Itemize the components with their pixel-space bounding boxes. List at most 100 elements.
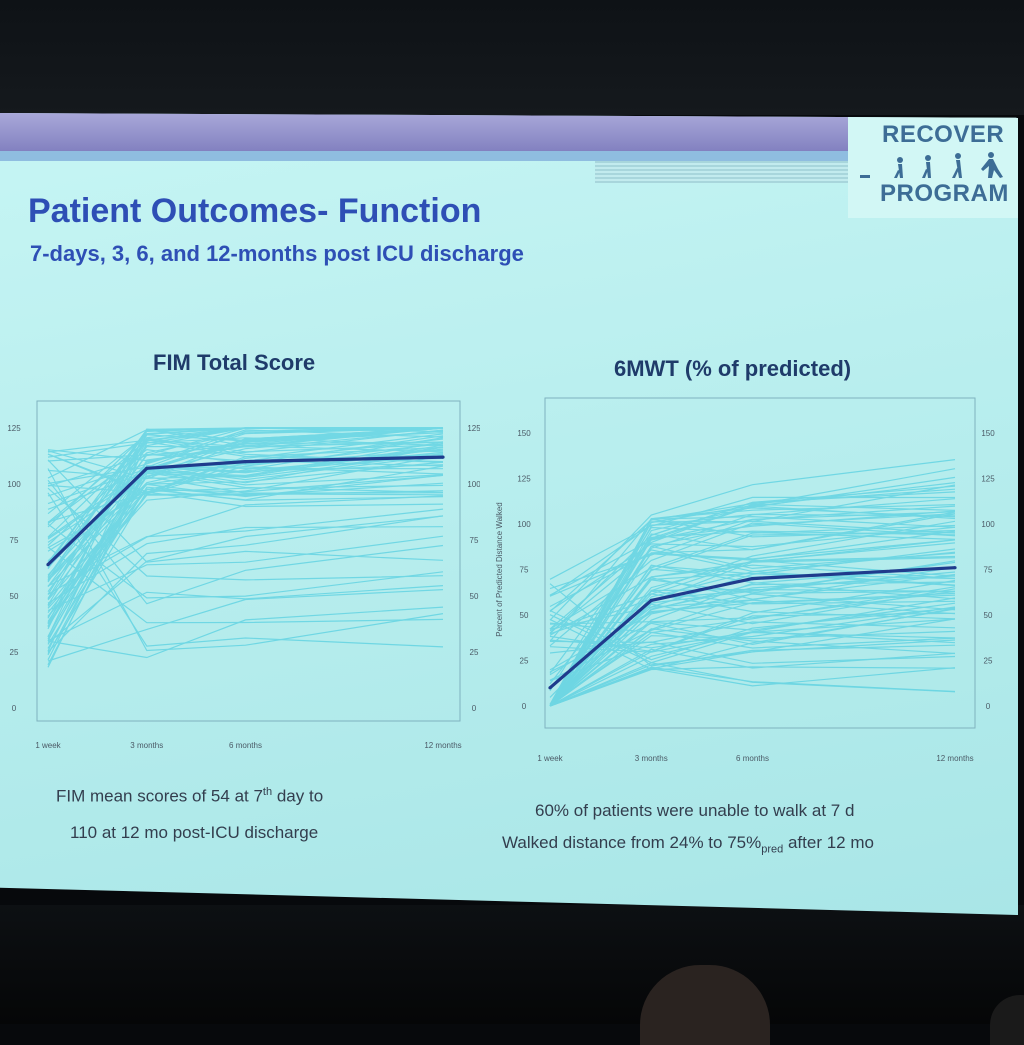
mwt-patient-line	[549, 542, 956, 707]
mwt-patient-line	[549, 503, 956, 630]
fim-patient-line	[47, 459, 444, 563]
mwt-patient-line	[549, 513, 956, 707]
fim-caption-line1: FIM mean scores of 54 at 7th day to	[56, 786, 323, 807]
mwt-y-tick-label: 0	[522, 702, 527, 711]
fim-patient-line	[47, 445, 444, 462]
mwt-patient-line	[549, 621, 956, 644]
fim-plot-frame	[36, 400, 461, 722]
slide-header-accent	[595, 161, 848, 183]
fim-patient-line	[47, 427, 444, 624]
mwt-patient-line	[549, 530, 956, 674]
fim-y-tick-label-right: 50	[470, 592, 479, 601]
fim-mean-point	[441, 455, 445, 459]
fim-y-tick-label: 125	[7, 424, 21, 433]
fim-patient-line	[47, 427, 444, 480]
fim-patient-line	[47, 466, 444, 539]
room-background-top	[0, 0, 1024, 115]
fim-patient-line	[47, 484, 444, 654]
fim-caption-text-end: day to	[272, 786, 324, 806]
fim-patient-lines	[47, 427, 444, 668]
fim-y-tick-label-right: 75	[470, 536, 479, 545]
fim-patient-line	[47, 585, 444, 642]
fim-patient-line	[47, 446, 444, 479]
slide-title: Patient Outcomes- Function	[28, 192, 482, 230]
mwt-x-tick-label: 12 months	[936, 754, 973, 763]
mwt-patient-line	[549, 549, 956, 634]
fim-chart: 0 0 25 25 50 50 75 75 100 100 125 125 1 week 3 months…	[7, 400, 480, 750]
fim-mean-point	[46, 563, 50, 567]
mwt-patient-line	[549, 507, 956, 707]
mwt-patient-line	[549, 622, 956, 649]
mwt-y-tick-label-right: 100	[981, 520, 995, 529]
fim-patient-line	[47, 479, 444, 605]
mwt-y-tick-label-right: 0	[986, 702, 991, 711]
fim-y-tick-label: 50	[10, 592, 19, 601]
fim-y-tick-label-right: 125	[467, 424, 480, 433]
fim-chart-title: FIM Total Score	[153, 350, 316, 375]
fim-patient-line	[47, 433, 444, 523]
mwt-patient-line	[549, 571, 956, 635]
mwt-x-tick-label: 3 months	[635, 754, 668, 763]
mwt-patient-line	[549, 575, 956, 707]
fim-y-tick-label-right: 100	[467, 480, 480, 489]
mwt-patient-line	[549, 566, 956, 689]
fim-x-tick-label: 1 week	[35, 741, 61, 750]
fim-caption-superscript: th	[262, 786, 273, 798]
mwt-patient-line	[549, 628, 956, 707]
mwt-patient-line	[549, 524, 956, 630]
mwt-plot-frame	[544, 397, 976, 729]
slide-subtitle: 7-days, 3, 6, and 12-months post ICU dis…	[30, 241, 524, 266]
mwt-patient-line	[549, 602, 956, 707]
mwt-mean-point	[750, 577, 755, 581]
mwt-y-tick-label-right: 125	[981, 475, 995, 484]
mwt-patient-line	[549, 515, 956, 642]
mwt-mean-point	[548, 686, 552, 690]
fim-x-tick-label: 6 months	[229, 741, 262, 750]
fim-mean-point	[243, 460, 248, 464]
fim-patient-line	[47, 427, 444, 579]
logo-text-top: RECOVER	[882, 121, 1005, 148]
6mwt-caption-text: Walked distance from 24% to 75%	[502, 833, 762, 852]
mwt-y-tick-label: 75	[520, 566, 529, 575]
6mwt-chart: 0 0 25 25 50 50 75 75 100 100 125 125 150 150 1 week 3 …	[495, 397, 995, 763]
fim-x-tick-label: 12 months	[424, 741, 461, 750]
room-background-bottom	[0, 905, 1024, 1024]
fim-y-tick-label-right: 0	[472, 704, 477, 713]
fim-patient-line	[47, 427, 443, 453]
mwt-y-tick-label-right: 150	[981, 429, 995, 438]
fim-mean-line	[46, 455, 444, 566]
mwt-mean-point	[649, 598, 653, 603]
mwt-patient-line	[549, 532, 956, 707]
fim-patient-line	[47, 589, 444, 662]
fim-mean-point	[145, 466, 149, 470]
slide-header-stripe	[0, 151, 848, 161]
mwt-patient-line	[549, 631, 956, 653]
fim-patient-line	[47, 495, 444, 595]
mwt-patient-line	[549, 612, 956, 707]
mwt-patient-line	[549, 648, 956, 707]
mwt-patient-line	[549, 566, 956, 707]
slide-header-band	[0, 113, 848, 151]
6mwt-caption-line1: 60% of patients were unable to walk at 7…	[535, 801, 855, 820]
mwt-y-tick-label: 125	[517, 475, 531, 484]
fim-y-tick-label: 0	[12, 704, 17, 713]
mwt-mean-point	[953, 566, 957, 570]
presentation-slide: RECOVER PROGRAM Patient Outcomes- Functi…	[0, 113, 1018, 915]
mwt-patient-line	[549, 639, 956, 707]
mwt-y-tick-label-right: 75	[984, 566, 993, 575]
mwt-y-tick-label-right: 25	[984, 657, 993, 666]
fim-patient-line	[47, 606, 444, 659]
mwt-patient-line	[549, 662, 956, 707]
fim-y-tick-label: 75	[10, 536, 19, 545]
mwt-patient-line	[549, 631, 956, 707]
6mwt-caption-subscript: pred	[761, 843, 784, 856]
fim-y-tick-label: 25	[10, 648, 19, 657]
mwt-y-tick-label-right: 50	[984, 611, 993, 620]
logo-text-bottom: PROGRAM	[880, 180, 1009, 207]
mwt-x-tick-label: 6 months	[736, 754, 769, 763]
mwt-y-tick-label: 150	[517, 429, 531, 438]
mwt-patient-line	[549, 526, 956, 612]
fim-y-tick-label-right: 25	[470, 648, 479, 657]
mwt-patient-line	[549, 553, 956, 597]
fim-patient-line	[47, 523, 444, 599]
